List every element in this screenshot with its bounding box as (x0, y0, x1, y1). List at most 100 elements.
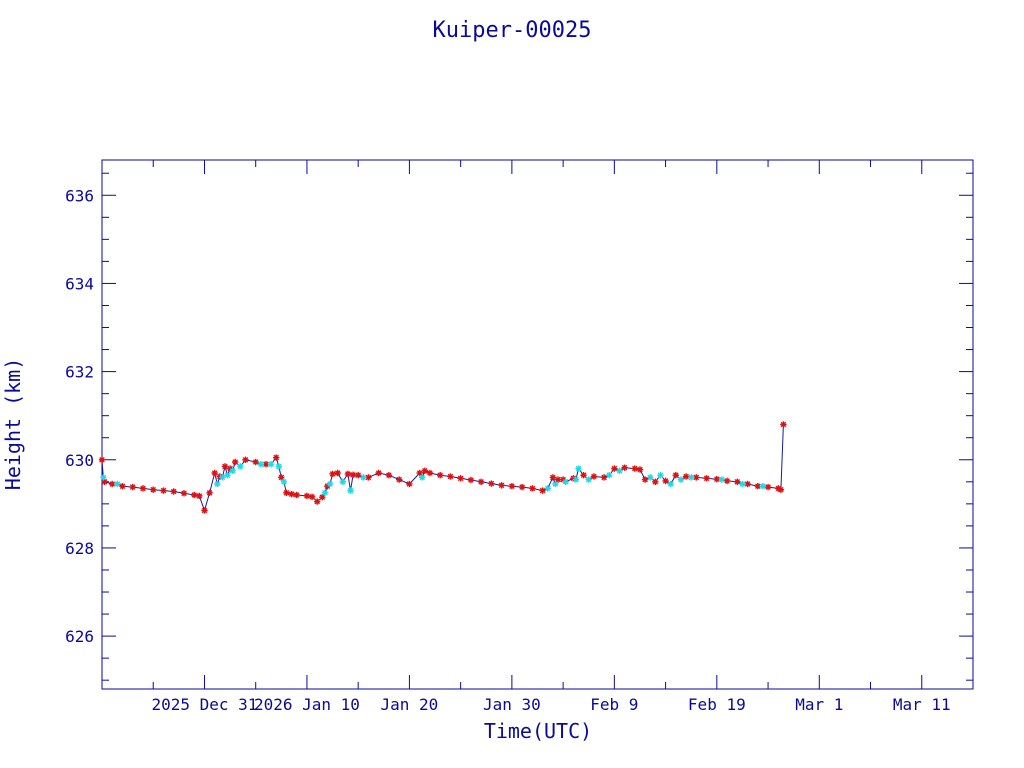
data-point (385, 472, 393, 479)
data-point (160, 487, 167, 494)
data-point (647, 474, 654, 481)
x-axis-label: Time(UTC) (484, 719, 592, 743)
data-point (365, 474, 372, 481)
data-point (180, 490, 188, 497)
data-point (611, 465, 618, 472)
data-point (677, 476, 685, 483)
data-point (734, 478, 741, 485)
data-point (360, 474, 367, 481)
data-point (419, 474, 426, 481)
data-point (508, 483, 516, 490)
data-point (780, 421, 787, 428)
data-point (600, 474, 608, 481)
data-point (275, 463, 282, 470)
data-point (539, 487, 546, 494)
data-point (201, 507, 208, 514)
data-point (447, 473, 454, 480)
data-point (355, 472, 362, 479)
chart-title: Kuiper-00025 (433, 18, 592, 43)
data-point (652, 478, 659, 485)
x-tick-label: Jan 30 (483, 695, 541, 714)
data-point (723, 477, 731, 485)
data-point (636, 466, 644, 473)
data-point (334, 469, 341, 477)
data-point (224, 472, 231, 479)
data-point (575, 465, 582, 472)
data-point (667, 480, 674, 488)
data-point (529, 485, 536, 492)
x-tick-label: 2025 Dec 31 (151, 695, 257, 714)
data-point (321, 489, 329, 496)
data-point (242, 456, 249, 463)
axis-ticks (101, 160, 974, 689)
x-tick-label: Feb 9 (590, 695, 638, 714)
data-point (744, 480, 751, 488)
y-axis-label: Height (km) (1, 358, 25, 490)
data-point (426, 469, 434, 477)
data-point (206, 489, 213, 496)
data-point (257, 461, 264, 468)
data-point (457, 475, 464, 482)
y-tick-label: 628 (65, 539, 94, 558)
data-point (139, 485, 147, 492)
y-tick-label: 634 (65, 274, 94, 293)
data-point (572, 476, 580, 483)
data-point (544, 485, 551, 492)
data-point (278, 474, 285, 481)
data-point (293, 491, 300, 499)
data-point (606, 472, 613, 479)
x-tick-label: Feb 19 (688, 695, 746, 714)
data-point (344, 470, 352, 478)
data-point (590, 473, 598, 480)
data-point (326, 480, 334, 488)
data-point (252, 458, 259, 466)
data-point (329, 470, 336, 478)
data-point (221, 463, 229, 470)
data-point (288, 491, 295, 498)
x-tick-label: Jan 20 (381, 695, 439, 714)
data-point (552, 480, 559, 488)
data-point (421, 467, 428, 474)
data-point (129, 483, 136, 491)
data-point (631, 465, 638, 472)
data-point (347, 487, 354, 494)
data-point (662, 477, 669, 485)
data-point (219, 474, 226, 481)
data-point (375, 469, 382, 477)
data-point (562, 478, 569, 485)
data-point (232, 458, 239, 466)
data-point (396, 476, 403, 483)
data-point (339, 478, 346, 485)
x-tick-label: Mar 11 (893, 695, 951, 714)
plot-frame (101, 159, 974, 690)
series-line (101, 424, 784, 513)
data-point (759, 483, 767, 490)
data-point (657, 472, 664, 479)
data-point (703, 475, 710, 482)
data-point (585, 476, 592, 483)
data-point (688, 474, 695, 481)
data-point (196, 492, 203, 500)
data-point (267, 461, 275, 468)
data-markers (98, 421, 787, 514)
y-tick-label: 632 (65, 363, 94, 382)
data-point (303, 492, 311, 500)
data-point (308, 493, 316, 500)
y-tick-label: 626 (65, 627, 94, 646)
data-point (467, 476, 475, 484)
data-point (616, 467, 623, 474)
data-point (777, 486, 785, 493)
data-point (739, 480, 746, 488)
data-point (488, 480, 495, 487)
data-point (477, 478, 485, 485)
data-point (580, 472, 587, 479)
data-point (641, 476, 649, 483)
data-point (283, 489, 290, 496)
data-point (211, 469, 218, 477)
data-point (100, 474, 107, 481)
y-tick-label: 636 (65, 186, 94, 205)
data-point (98, 456, 106, 463)
data-point (237, 463, 244, 470)
